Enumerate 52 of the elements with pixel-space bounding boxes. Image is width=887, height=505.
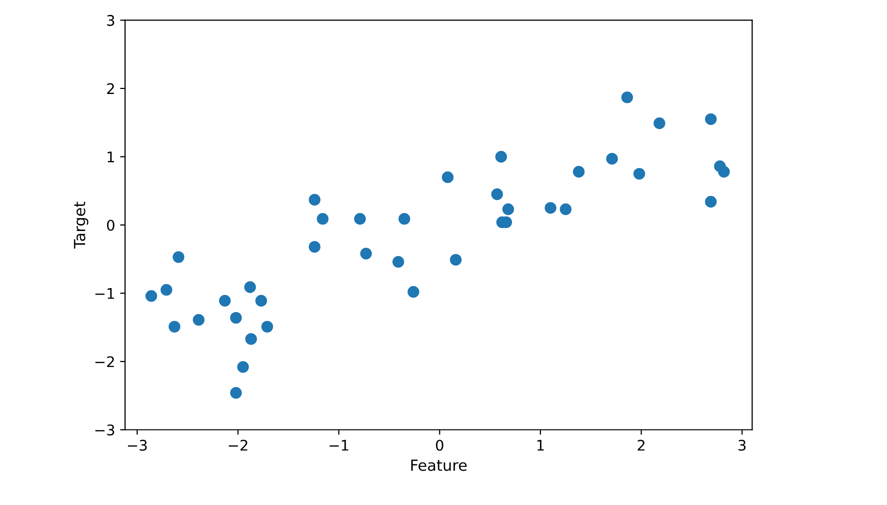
y-axis-title: Target [74, 202, 88, 249]
point [495, 150, 507, 163]
x-tick-label: 1 [537, 440, 544, 451]
point [718, 166, 730, 178]
point [544, 202, 556, 214]
point [230, 387, 242, 399]
point [621, 91, 633, 104]
point [442, 171, 454, 184]
x-tick-label: 2 [638, 440, 644, 451]
point [160, 284, 172, 296]
point [308, 240, 320, 253]
y-tick-label: −3 [95, 424, 114, 436]
x-tick-label: 3 [738, 440, 746, 451]
point [237, 361, 249, 373]
y-tick-label: −2 [95, 356, 114, 368]
point [244, 281, 256, 293]
point [633, 168, 646, 180]
point [192, 314, 205, 326]
point [491, 188, 503, 200]
point [230, 312, 242, 324]
point [398, 212, 410, 225]
point [392, 256, 404, 268]
point [145, 290, 158, 302]
y-tick-label: 0 [107, 220, 114, 231]
x-tick-label: 0 [436, 440, 444, 451]
point [704, 113, 717, 126]
x-tick-label: −3 [128, 440, 147, 451]
x-axis-title: Feature [411, 460, 467, 471]
point [408, 286, 420, 298]
point [654, 117, 666, 130]
x-tick-label: −2 [228, 440, 248, 451]
point [219, 294, 231, 307]
point [560, 203, 572, 216]
point [354, 212, 366, 225]
y-tick-label: 2 [107, 83, 114, 94]
y-tick-label: −1 [95, 288, 114, 299]
point [502, 203, 514, 216]
x-tick-label: −1 [330, 440, 348, 451]
point [450, 254, 462, 266]
point [704, 196, 717, 208]
y-tick-label: 3 [107, 14, 114, 26]
point [168, 320, 180, 333]
point [572, 166, 585, 178]
point [245, 333, 257, 345]
point [360, 248, 372, 260]
point [172, 251, 184, 263]
point [255, 294, 268, 307]
point [606, 152, 618, 165]
point [308, 194, 320, 206]
point [316, 212, 329, 225]
point [261, 320, 274, 333]
y-tick-label: 1 [108, 152, 114, 162]
